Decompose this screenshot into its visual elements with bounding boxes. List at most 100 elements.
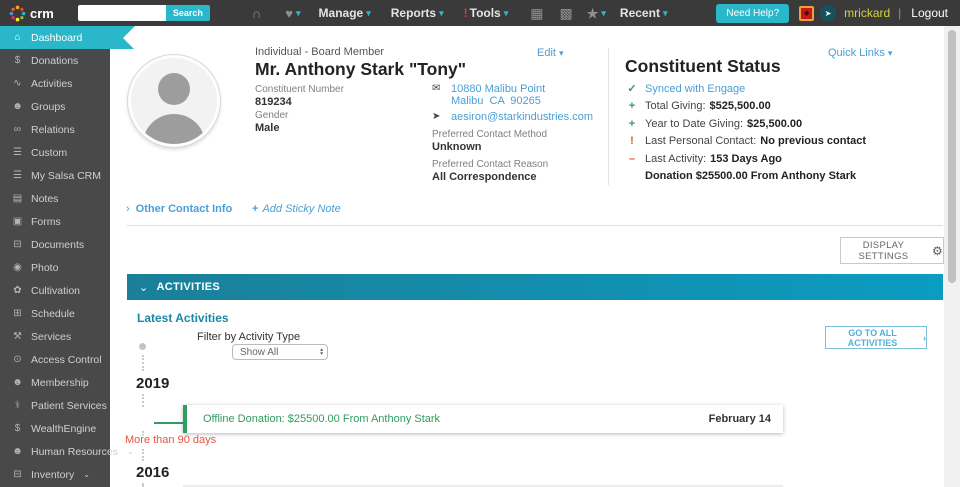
- sidebar-item-donations[interactable]: $ Donations: [0, 49, 110, 72]
- alert-glyph: ◆: [803, 10, 810, 17]
- quick-links-menu[interactable]: Quick Links ▾: [828, 47, 893, 59]
- add-sticky-note-button[interactable]: + Add Sticky Note: [252, 203, 341, 215]
- gift-icon[interactable]: ▦: [530, 5, 544, 21]
- status-row-last-activity: – Last Activity: 153 Days Ago: [625, 150, 866, 168]
- username[interactable]: mrickard: [844, 6, 891, 20]
- edit-menu[interactable]: Edit ▾: [537, 47, 564, 59]
- favorites-heart-menu[interactable]: ♥ ▾: [285, 7, 300, 20]
- celebration-icon[interactable]: ▩: [559, 5, 573, 21]
- display-settings-button[interactable]: DISPLAY SETTINGS ⚙: [840, 237, 944, 264]
- notification-alert-icon[interactable]: ◆: [799, 5, 815, 21]
- sidebar-item-dashboard[interactable]: ⌂ Dashboard: [0, 25, 135, 50]
- plus-icon: +: [628, 117, 636, 130]
- search-input[interactable]: [77, 5, 166, 21]
- menu-manage[interactable]: Manage ▾: [318, 6, 371, 20]
- timeline-year: 2019: [136, 375, 170, 392]
- address-line2: Malibu CA 90265: [451, 95, 541, 107]
- caret-down-icon: ▾: [662, 7, 668, 18]
- sidebar-item-relations[interactable]: ∞ Relations: [0, 118, 110, 141]
- scrollbar-thumb[interactable]: [948, 30, 956, 283]
- constituent-number-field: Constituent Number 819234: [255, 84, 344, 108]
- send-icon: ➤: [432, 111, 441, 122]
- search-button[interactable]: Search: [165, 5, 210, 21]
- sidebar-item-my-salsa-crm[interactable]: ☰ My Salsa CRM: [0, 164, 110, 187]
- need-help-button[interactable]: Need Help?: [716, 3, 790, 23]
- chart-line-icon: ∿: [13, 78, 22, 89]
- activity-type-select[interactable]: Show All ▴ ▾: [232, 344, 328, 360]
- crm-logo[interactable]: crm: [8, 4, 54, 23]
- gear-icon: ⚙: [931, 243, 943, 258]
- sidebar-item-wealthengine[interactable]: $ WealthEngine: [0, 417, 110, 440]
- medical-icon: ⚕: [14, 400, 21, 411]
- address-link[interactable]: 10880 Malibu Point Malibu CA 90265: [451, 83, 545, 107]
- synced-with-engage-link[interactable]: Synced with Engage: [645, 82, 746, 95]
- activity-event-card[interactable]: Offline Donation: $25500.00 From Anthony…: [183, 405, 783, 433]
- person-icon: ☻: [12, 446, 23, 457]
- sidebar-item-label: Photo: [31, 261, 59, 274]
- lock-icon: ⊙: [13, 354, 22, 365]
- caret-down-icon: ▾: [439, 7, 444, 18]
- sidebar-item-cultivation[interactable]: ✿ Cultivation: [0, 279, 110, 302]
- status-value: No previous contact: [760, 135, 867, 148]
- caret-down-icon: ▾: [503, 7, 509, 18]
- sidebar-item-photo[interactable]: ◉ Photo: [0, 256, 110, 279]
- tools-alert-icon: !: [463, 6, 468, 20]
- link-icon: ∞: [13, 124, 22, 135]
- logout-button[interactable]: Logout: [911, 6, 948, 20]
- sidebar-item-notes[interactable]: ▤ Notes: [0, 187, 110, 210]
- chevron-down-icon: ⌄: [126, 447, 134, 456]
- activities-section-header[interactable]: ⌄ ACTIVITIES: [127, 274, 943, 300]
- sidebar-item-patient-services[interactable]: ⚕ Patient Services: [0, 394, 110, 417]
- camera-icon: ◉: [13, 262, 22, 273]
- sidebar-item-label: Dashboard: [31, 31, 83, 44]
- sidebar-item-label: Patient Services: [31, 399, 107, 412]
- menu-reports[interactable]: Reports ▾: [390, 6, 444, 20]
- sidebar-item-custom[interactable]: ☰ Custom: [0, 141, 110, 164]
- scrollbar[interactable]: [944, 26, 960, 487]
- envelope-icon: ✉: [432, 83, 441, 94]
- sidebar-item-membership[interactable]: ☻ Membership: [0, 371, 110, 394]
- status-row-last-personal-contact: ! Last Personal Contact: No previous con…: [625, 133, 866, 151]
- status-label: Total Giving:: [645, 100, 706, 113]
- chevron-down-icon: ⌄: [139, 281, 149, 294]
- menu-recent[interactable]: Recent ▾: [619, 6, 668, 20]
- event-text: Offline Donation: $25500.00 From Anthony…: [203, 413, 441, 425]
- other-contact-info-toggle[interactable]: › Other Contact Info: [126, 203, 233, 215]
- list-icon: ☰: [13, 170, 22, 181]
- gender-field: Gender Male: [255, 110, 288, 134]
- sidebar-item-label: Documents: [31, 238, 85, 251]
- caret-down-icon: ▾: [296, 7, 301, 18]
- sidebar-item-human-resources[interactable]: ☻ Human Resources ⌄: [0, 440, 133, 463]
- menu-tools[interactable]: ! Tools ▾: [463, 6, 509, 20]
- avatar-head: [158, 73, 190, 105]
- topbar: crm Search ∩ ♥ ▾ Manage ▾ Reports ▾ ! Tool…: [0, 0, 960, 26]
- pointer-glyph: ➤: [824, 8, 832, 18]
- sidebar-item-documents[interactable]: ⊟ Documents: [0, 233, 110, 256]
- heart-icon: ♥: [285, 5, 293, 21]
- go-to-all-activities-button[interactable]: GO TO ALL ACTIVITIES ›: [825, 326, 927, 349]
- sidebar-item-services[interactable]: ⚒ Services: [0, 325, 110, 348]
- sidebar-item-inventory[interactable]: ⊟ Inventory ⌄: [0, 463, 110, 486]
- sidebar-item-forms[interactable]: ▣ Forms: [0, 210, 110, 233]
- chevron-down-icon: ⌄: [83, 470, 90, 479]
- pointer-badge-icon[interactable]: ➤: [820, 5, 837, 21]
- check-icon: ✓: [627, 83, 637, 96]
- email-link[interactable]: aesiron@starkindustries.com: [451, 111, 593, 123]
- sidebar-item-groups[interactable]: ☻ Groups: [0, 95, 110, 118]
- leaf-icon: ✿: [13, 285, 22, 296]
- contact-column: ✉ 10880 Malibu Point Malibu CA 90265 ➤ a…: [432, 83, 612, 183]
- page-title: Mr. Anthony Stark "Tony": [255, 59, 467, 79]
- chevron-right-icon: ›: [923, 332, 926, 343]
- preferred-method-label: Preferred Contact Method: [432, 129, 548, 140]
- sidebar-item-schedule[interactable]: ⊞ Schedule: [0, 302, 110, 325]
- sidebar-item-label: Access Control: [31, 353, 102, 366]
- filter-label: Filter by Activity Type: [197, 331, 301, 343]
- headphones-icon[interactable]: ∩: [251, 5, 262, 21]
- favorites-star-menu[interactable]: ★ ▾: [587, 7, 606, 20]
- sidebar-item-access-control[interactable]: ⊙ Access Control: [0, 348, 110, 371]
- status-label: Last Activity:: [645, 152, 707, 165]
- status-row-ytd-giving: + Year to Date Giving: $25,500.00: [625, 115, 866, 133]
- dashboard-icon: ⌂: [14, 32, 21, 43]
- sidebar-item-activities[interactable]: ∿ Activities: [0, 72, 110, 95]
- select-stepper-icon: ▴ ▾: [320, 347, 323, 357]
